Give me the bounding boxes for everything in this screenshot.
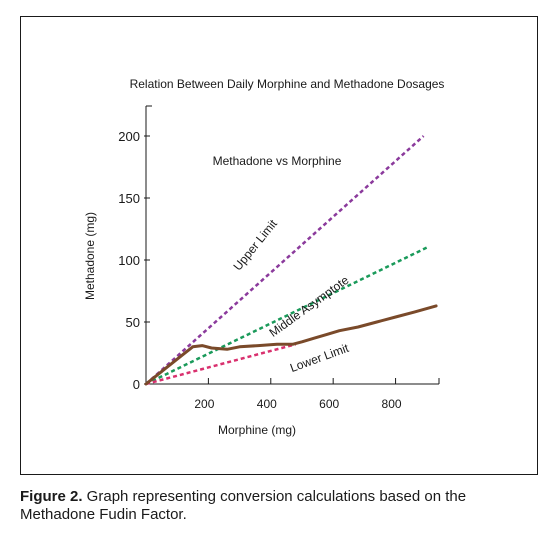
caption-text: Graph representing conversion calculatio… [20,488,467,523]
y-tick-label-200: 200 [118,129,140,144]
series-conversion-curve [144,304,438,386]
y-tick-label-150: 150 [118,191,140,206]
chart-frame: Relation Between Daily Morphine and Meth… [20,16,538,475]
axes-layer: 0 50 100 150 200 200 400 600 800 [118,105,440,411]
series-lower-limit [145,343,297,386]
series-middle-asymptote [145,246,428,386]
x-tick-label-200: 200 [194,397,214,411]
y-tick-label-0: 0 [133,377,140,392]
chart-subtitle: Methadone vs Morphine [213,154,342,168]
annotation-lower-limit: Lower Limit [288,341,351,375]
y-axis-title: Methadone (mg) [83,212,97,300]
x-axis-title: Morphine (mg) [218,423,296,437]
y-tick-label-50: 50 [126,315,140,330]
chart-svg: Relation Between Daily Morphine and Meth… [83,77,445,437]
annotation-upper-limit: Upper Limit [230,216,280,273]
x-tick-label-400: 400 [257,397,277,411]
figure-caption: Figure 2. Graph representing conversion … [20,488,545,524]
x-tick-label-600: 600 [319,397,339,411]
series-layer [144,135,438,386]
caption-label: Figure 2. [20,488,83,505]
chart-title: Relation Between Daily Morphine and Meth… [130,77,445,91]
y-tick-label-100: 100 [118,253,140,268]
series-upper-limit [145,135,425,385]
x-tick-label-800: 800 [382,397,402,411]
